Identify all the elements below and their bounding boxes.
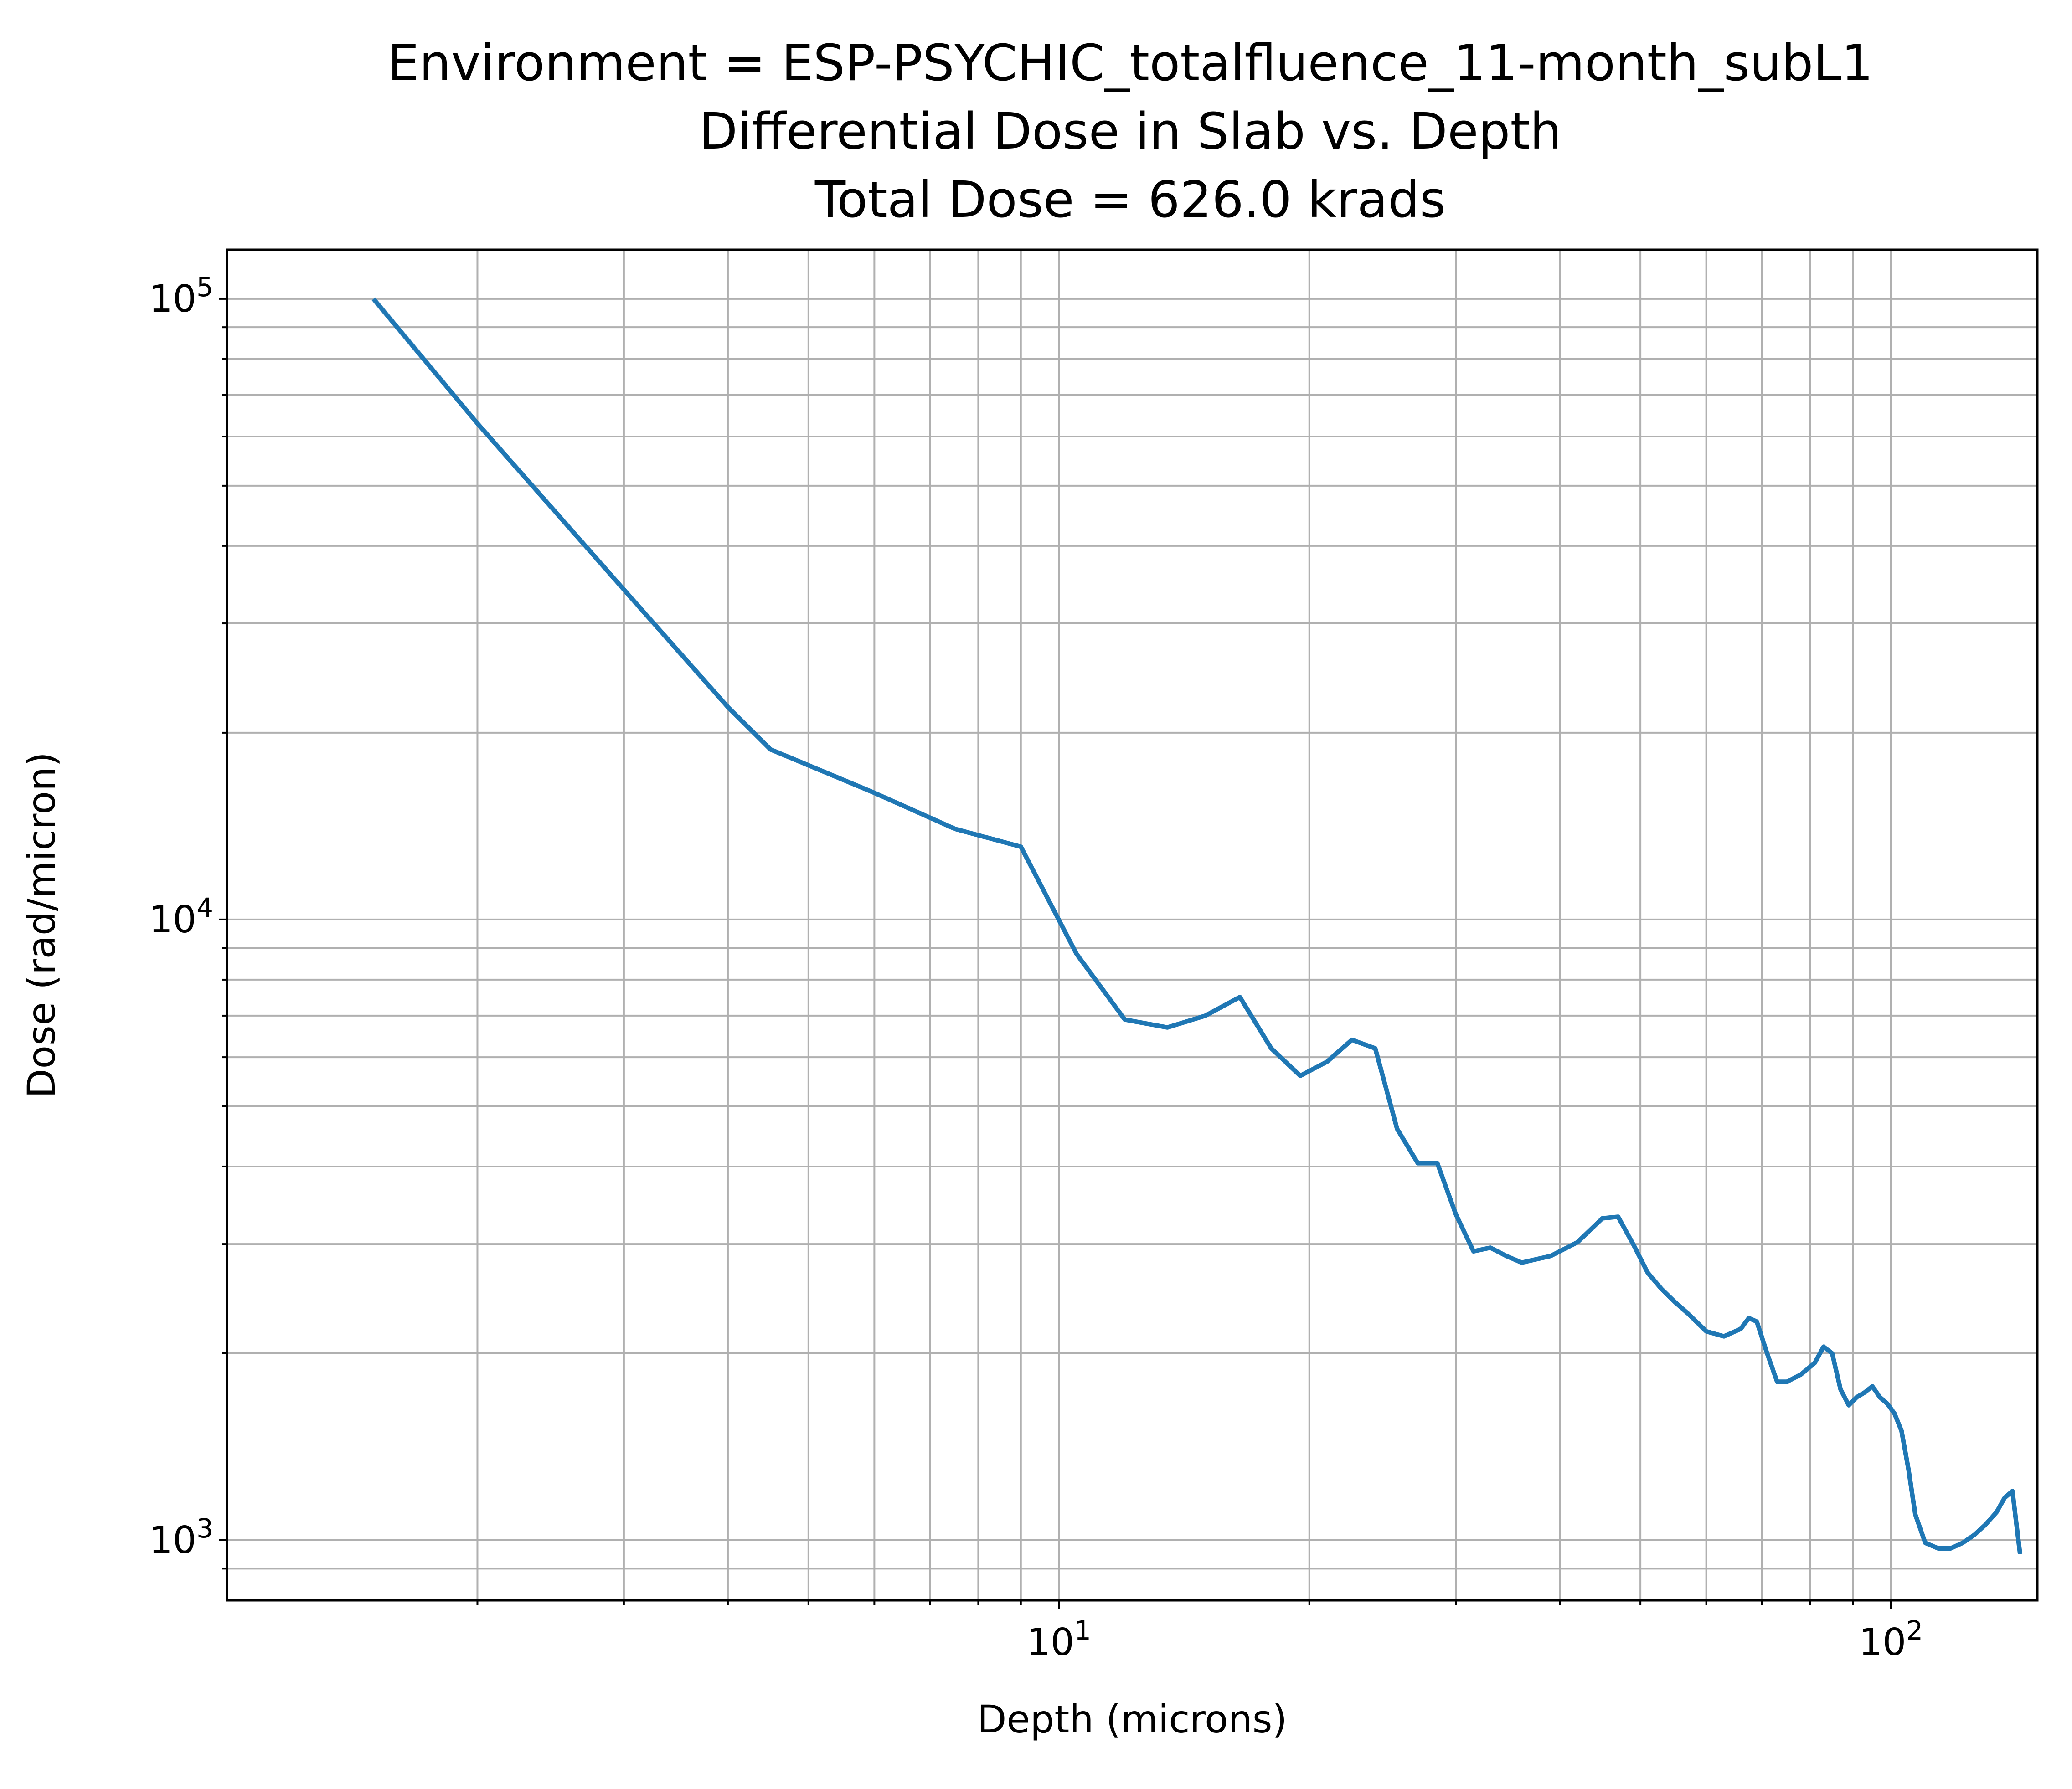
x-tick-label: 102 xyxy=(1859,1615,1923,1664)
chart-title-line-3: Total Dose = 626.0 krads xyxy=(814,170,1446,229)
x-tick-label: 101 xyxy=(1027,1615,1091,1664)
y-tick-label-base: 10 xyxy=(149,1519,196,1562)
x-tick-label-exponent: 1 xyxy=(1074,1615,1091,1646)
plot-frame xyxy=(226,248,2039,1602)
chart-title-line-2: Differential Dose in Slab vs. Depth xyxy=(699,102,1562,160)
y-tick-label-exponent: 4 xyxy=(196,892,213,923)
axis-ticks xyxy=(219,298,1892,1609)
plot-background xyxy=(227,250,2037,1600)
x-tick-label-base: 10 xyxy=(1859,1621,1906,1664)
x-axis-label: Depth (microns) xyxy=(977,1697,1288,1742)
y-tick-label-exponent: 5 xyxy=(196,272,213,303)
y-axis-label: Dose (rad/micron) xyxy=(19,752,64,1098)
y-tick-label: 105 xyxy=(149,272,213,321)
y-tick-label-base: 10 xyxy=(149,278,196,321)
y-tick-label: 104 xyxy=(149,892,213,941)
y-tick-label-exponent: 3 xyxy=(196,1513,213,1544)
grid-lines xyxy=(227,250,2037,1600)
series-line xyxy=(371,297,2023,1554)
y-tick-label: 103 xyxy=(149,1513,213,1562)
x-tick-label-base: 10 xyxy=(1027,1621,1074,1664)
chart-title-line-1: Environment = ESP-PSYCHIC_totalfluence_1… xyxy=(387,34,1873,92)
y-tick-label-base: 10 xyxy=(149,898,196,941)
chart-title: Environment = ESP-PSYCHIC_totalfluence_1… xyxy=(387,34,1873,229)
x-tick-label-exponent: 2 xyxy=(1906,1615,1923,1646)
